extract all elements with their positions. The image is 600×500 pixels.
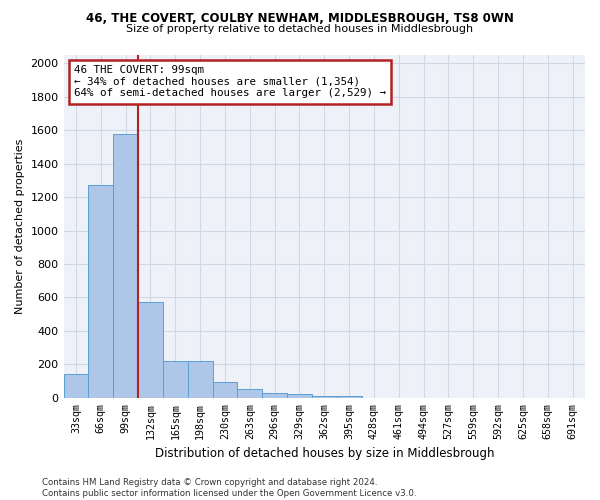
Bar bbox=[262, 393, 287, 398]
Bar bbox=[287, 394, 312, 398]
Bar bbox=[212, 382, 238, 398]
Bar bbox=[337, 396, 362, 398]
Text: Size of property relative to detached houses in Middlesbrough: Size of property relative to detached ho… bbox=[127, 24, 473, 34]
Text: Contains HM Land Registry data © Crown copyright and database right 2024.
Contai: Contains HM Land Registry data © Crown c… bbox=[42, 478, 416, 498]
Bar bbox=[138, 302, 163, 398]
X-axis label: Distribution of detached houses by size in Middlesbrough: Distribution of detached houses by size … bbox=[155, 447, 494, 460]
Bar bbox=[238, 390, 262, 398]
Bar bbox=[163, 361, 188, 398]
Bar bbox=[113, 134, 138, 398]
Text: 46 THE COVERT: 99sqm
← 34% of detached houses are smaller (1,354)
64% of semi-de: 46 THE COVERT: 99sqm ← 34% of detached h… bbox=[74, 66, 386, 98]
Text: 46, THE COVERT, COULBY NEWHAM, MIDDLESBROUGH, TS8 0WN: 46, THE COVERT, COULBY NEWHAM, MIDDLESBR… bbox=[86, 12, 514, 26]
Bar bbox=[312, 396, 337, 398]
Bar bbox=[64, 374, 88, 398]
Y-axis label: Number of detached properties: Number of detached properties bbox=[15, 138, 25, 314]
Bar bbox=[188, 361, 212, 398]
Bar bbox=[88, 186, 113, 398]
